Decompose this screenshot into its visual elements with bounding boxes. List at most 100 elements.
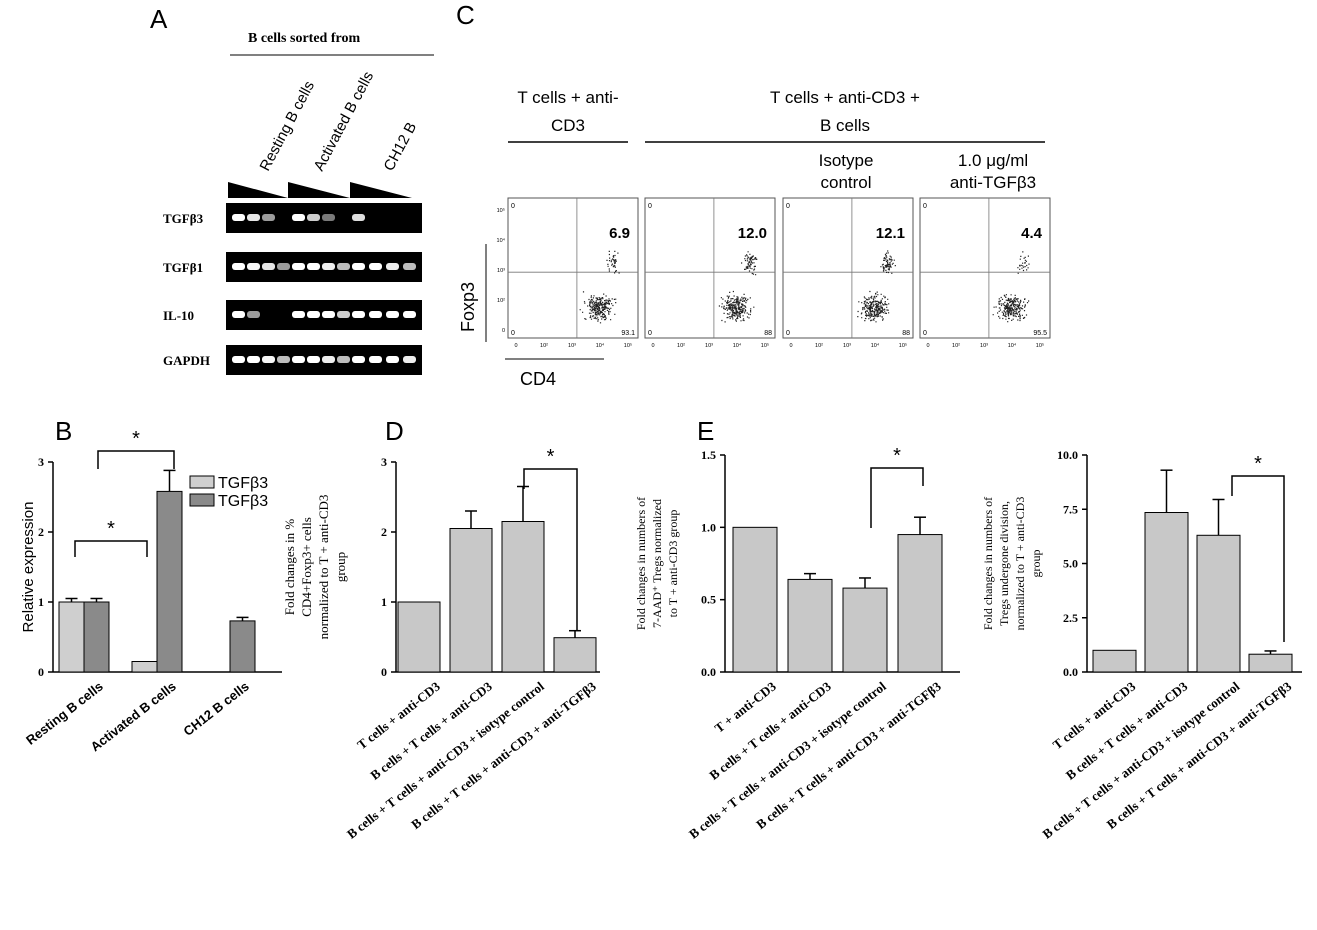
- category-label: B cells + T cells + anti-CD3 + anti-TGFβ…: [408, 678, 599, 832]
- quadrant-percent-lower-right: 88: [902, 330, 910, 337]
- gel-row-label: GAPDH: [163, 353, 210, 368]
- isotype-line1: Isotype: [819, 151, 874, 170]
- gel-band: [292, 263, 305, 270]
- significance-bracket: [1231, 475, 1285, 642]
- flow-x-tick: 0: [926, 343, 929, 349]
- flow-plot: 12.0 88 0 0 0 10² 10³ 10⁴ 10⁵: [644, 197, 776, 349]
- flow-events: [857, 250, 896, 323]
- flow-x-tick: 10²: [952, 343, 960, 349]
- gel-band: [307, 311, 320, 318]
- flow-x-tick: 10⁵: [624, 342, 632, 349]
- bar: [1248, 653, 1293, 673]
- y-tick-label: 1.0: [701, 520, 716, 534]
- flow-x-tick: 10⁵: [761, 342, 769, 349]
- gel-band: [262, 263, 275, 270]
- y-tick-label: 2: [381, 525, 387, 539]
- flow-events: [579, 250, 620, 324]
- gel-band: [337, 356, 350, 363]
- bar: [553, 637, 597, 673]
- gel-band: [322, 311, 335, 318]
- y-axis-label: group: [333, 552, 348, 582]
- flow-x-tick: 10⁴: [1008, 342, 1017, 349]
- category-label: T cells + anti-CD3: [354, 678, 443, 752]
- group1-line2: CD3: [551, 116, 585, 135]
- quadrant-percent-upper-right: 12.1: [876, 225, 905, 242]
- flow-y-tick: 10⁵: [497, 207, 505, 214]
- quadrant-percent-upper-left: 0: [648, 203, 652, 210]
- flow-y-tick: 0: [502, 328, 505, 334]
- legend-label: TGFβ3: [218, 475, 268, 492]
- gel-panel: B cells sorted from Resting B cells Acti…: [163, 31, 434, 375]
- bar: [842, 587, 888, 673]
- y-tick-label: 3: [381, 455, 387, 469]
- y-axis-label: normalized to T + anti-CD3: [1013, 497, 1027, 631]
- gel-row-label: TGFβ1: [163, 260, 203, 275]
- category-label: B cells + T cells + anti-CD3 + isotype c…: [344, 678, 547, 841]
- quadrant-percent-upper-right: 4.4: [1021, 225, 1043, 242]
- flow-x-tick: 10⁵: [1036, 342, 1044, 349]
- y-tick-label: 0: [38, 665, 44, 679]
- gel-col-activated: Activated B cells: [311, 69, 378, 174]
- flow-x-tick: 10⁴: [871, 342, 880, 349]
- flow-x-tick: 10²: [815, 343, 823, 349]
- gel-band: [247, 263, 260, 270]
- gel-band: [352, 263, 365, 270]
- flow-y-tick: 10⁴: [497, 237, 506, 244]
- bar: [397, 601, 441, 673]
- gel-row-label: TGFβ3: [163, 211, 204, 226]
- gel-header: B cells sorted from: [248, 31, 360, 46]
- quadrant-percent-upper-left: 0: [511, 203, 515, 210]
- bar: [58, 601, 85, 673]
- flow-x-tick: 0: [514, 343, 517, 349]
- flow-y-tick: 10³: [497, 268, 505, 274]
- gel-band: [337, 263, 350, 270]
- gel-band: [369, 263, 382, 270]
- gel-col-ch12: CH12 B: [381, 120, 421, 174]
- y-axis-label: Fold changes in numbers of: [634, 497, 648, 630]
- bar: [1196, 534, 1241, 673]
- gel-band: [292, 356, 305, 363]
- gel-band: [337, 311, 350, 318]
- quadrant-percent-upper-right: 6.9: [609, 225, 630, 242]
- gel-band: [232, 356, 245, 363]
- legend-swatch: [189, 475, 215, 489]
- gel-band: [352, 356, 365, 363]
- flow-plot-frame: [919, 197, 1051, 339]
- panel-label-b: B: [55, 416, 72, 446]
- bar: [131, 661, 158, 673]
- significance-star: *: [1254, 453, 1262, 475]
- y-tick-label: 0: [381, 665, 387, 679]
- foxp3-label: Foxp3: [458, 282, 478, 332]
- gel-band: [386, 311, 399, 318]
- y-tick-label: 1: [381, 595, 387, 609]
- y-axis-label: Fold changes in %: [282, 519, 297, 616]
- gel-band: [277, 263, 290, 270]
- bar: [229, 620, 256, 673]
- category-label: B cells + T cells + anti-CD3 + isotype c…: [686, 678, 889, 841]
- gel-band: [386, 356, 399, 363]
- y-tick-label: 5.0: [1063, 557, 1078, 571]
- gel-band: [307, 356, 320, 363]
- gel-band: [307, 214, 320, 221]
- bar: [1144, 512, 1189, 673]
- gel-band: [322, 356, 335, 363]
- bar: [501, 521, 545, 673]
- significance-bracket: [97, 450, 175, 469]
- y-axis-label: group: [1029, 550, 1043, 578]
- flow-x-tick: 10³: [705, 343, 713, 349]
- isotype-line2: control: [820, 173, 871, 192]
- quadrant-percent-lower-left: 0: [786, 330, 790, 337]
- flow-x-tick: 10³: [980, 343, 988, 349]
- y-axis-label: normalized to T + anti-CD3: [316, 495, 331, 640]
- gel-col-resting: Resting B cells: [257, 78, 319, 174]
- flow-events: [992, 251, 1030, 323]
- antitgf-line1: 1.0 μg/ml: [958, 151, 1028, 170]
- panel-label-c: C: [456, 0, 475, 30]
- flow-x-tick: 0: [651, 343, 654, 349]
- gel-band: [232, 214, 245, 221]
- gel-band: [307, 263, 320, 270]
- group2-line1: T cells + anti-CD3 +: [770, 88, 920, 107]
